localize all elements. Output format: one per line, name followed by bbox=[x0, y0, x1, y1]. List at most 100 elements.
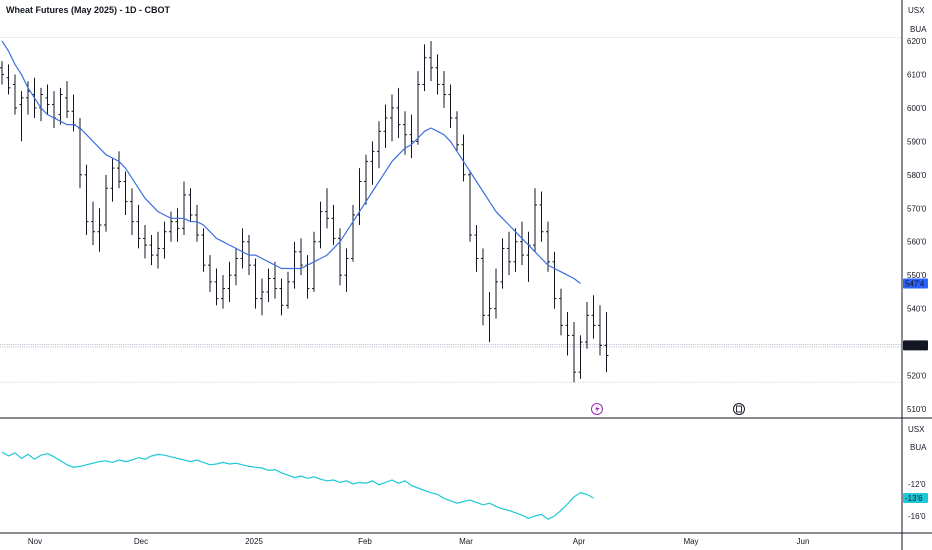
osc-unit-bottom: BUA bbox=[910, 443, 927, 452]
ohlc-bar bbox=[351, 204, 355, 262]
ohlc-bar bbox=[591, 295, 596, 339]
ohlc-bar bbox=[331, 204, 336, 246]
price-axis[interactable]: USX BUA 620'0 610'0 600'0 590'0 580'0 570'0 560'… bbox=[903, 6, 928, 521]
osc-tick-label: -12'0 bbox=[908, 480, 926, 489]
ohlc-bar bbox=[162, 221, 167, 259]
ohlc-bar bbox=[448, 84, 453, 128]
osc-unit-top: USX bbox=[908, 425, 925, 434]
grid bbox=[0, 37, 902, 383]
price-tick-label: 550'0 bbox=[907, 271, 927, 280]
ohlc-bar bbox=[149, 235, 154, 266]
ohlc-bar bbox=[396, 87, 401, 139]
ohlc-bar bbox=[565, 311, 570, 356]
ohlc-bar bbox=[578, 335, 583, 379]
price-tick-label: 600'0 bbox=[907, 104, 927, 113]
ohlc-bar bbox=[513, 228, 518, 272]
ohlc-bar bbox=[318, 201, 323, 249]
ohlc-bar bbox=[110, 158, 115, 202]
price-tick-label: 510'0 bbox=[907, 405, 927, 414]
time-axis[interactable]: Nov Dec 2025 Feb Mar Apr May Jun bbox=[28, 537, 810, 546]
ohlc-bar bbox=[357, 168, 362, 225]
ohlc-bar bbox=[65, 81, 69, 118]
time-label: Nov bbox=[28, 537, 42, 546]
ohlc-bar bbox=[520, 221, 524, 266]
ohlc-bar bbox=[201, 228, 206, 272]
ohlc-bar bbox=[182, 181, 186, 236]
ohlc-bar bbox=[273, 261, 277, 299]
time-label: Feb bbox=[358, 537, 372, 546]
ohlc-bar bbox=[500, 238, 505, 289]
ohlc-bar bbox=[377, 121, 381, 169]
ohlc-bar bbox=[409, 114, 414, 159]
ohlc-bar bbox=[97, 208, 102, 252]
price-unit-top: USX bbox=[908, 6, 925, 15]
ohlc-bar bbox=[461, 134, 466, 182]
ma-value-tag bbox=[903, 278, 928, 289]
ohlc-bar bbox=[435, 54, 440, 95]
lightning-event-icon[interactable] bbox=[591, 403, 603, 415]
ohlc-bar bbox=[364, 154, 368, 205]
event-icons[interactable] bbox=[591, 403, 745, 415]
oscillator-line bbox=[1, 451, 594, 520]
ohlc-bar bbox=[416, 71, 420, 145]
ohlc-bar bbox=[533, 188, 537, 252]
price-tick-label: 540'0 bbox=[907, 305, 927, 314]
ohlc-bar bbox=[546, 221, 550, 272]
ohlc-bar bbox=[442, 71, 446, 108]
price-tick-label: 570'0 bbox=[907, 204, 927, 213]
ohlc-bar bbox=[604, 311, 609, 373]
moving-average-line bbox=[1, 40, 581, 284]
ohlc-bar bbox=[175, 208, 180, 242]
ohlc-bars bbox=[0, 41, 609, 383]
ohlc-bar bbox=[221, 275, 225, 309]
ohlc-bar bbox=[572, 322, 576, 383]
ohlc-bar bbox=[279, 278, 284, 316]
ma-series bbox=[1, 40, 581, 284]
ohlc-bar bbox=[305, 255, 310, 299]
ohlc-bar bbox=[468, 171, 472, 242]
price-tick-label: 620'0 bbox=[907, 37, 927, 46]
ohlc-bar bbox=[240, 228, 245, 269]
price-tick-label: 560'0 bbox=[907, 238, 927, 247]
ohlc-bar bbox=[383, 104, 388, 149]
ohlc-bar bbox=[169, 211, 173, 242]
ohlc-bar bbox=[539, 191, 544, 242]
ohlc-bar bbox=[474, 225, 479, 272]
ohlc-bar bbox=[370, 141, 375, 185]
dividend-icon-circle bbox=[733, 403, 745, 415]
ohlc-bar bbox=[117, 151, 121, 189]
ohlc-bar bbox=[598, 305, 602, 356]
ohlc-bar bbox=[344, 248, 349, 292]
ohlc-bar bbox=[234, 248, 238, 286]
ma-value-label: 547'4 bbox=[905, 280, 925, 289]
ohlc-bar bbox=[422, 44, 427, 92]
ohlc-bar bbox=[266, 268, 271, 302]
ohlc-bar bbox=[84, 164, 89, 236]
ohlc-bar bbox=[429, 41, 433, 82]
ohlc-bar bbox=[338, 228, 342, 286]
time-label: Apr bbox=[573, 537, 586, 546]
ohlc-bar bbox=[58, 87, 63, 125]
ohlc-bar bbox=[455, 111, 459, 152]
ohlc-bar bbox=[130, 188, 134, 236]
ohlc-bar bbox=[195, 204, 199, 242]
time-label: 2025 bbox=[245, 537, 263, 546]
chart-title: Wheat Futures (May 2025) - 1D - CBOT bbox=[6, 5, 171, 15]
dividend-event-icon[interactable] bbox=[733, 403, 745, 415]
ohlc-bar bbox=[559, 288, 563, 336]
time-label: May bbox=[683, 537, 698, 546]
ohlc-bar bbox=[136, 204, 141, 249]
ohlc-bar bbox=[45, 84, 50, 115]
ohlc-bar bbox=[91, 201, 95, 246]
ohlc-bar bbox=[52, 91, 56, 128]
ohlc-bar bbox=[13, 74, 17, 115]
ohlc-bar bbox=[286, 271, 290, 309]
ohlc-bar bbox=[253, 258, 258, 309]
ohlc-bar bbox=[260, 278, 264, 316]
ohlc-bar bbox=[156, 231, 160, 269]
ohlc-bar bbox=[487, 291, 492, 343]
price-unit-bottom: BUA bbox=[910, 25, 927, 34]
ohlc-bar bbox=[507, 231, 511, 276]
ohlc-bar bbox=[585, 301, 589, 349]
